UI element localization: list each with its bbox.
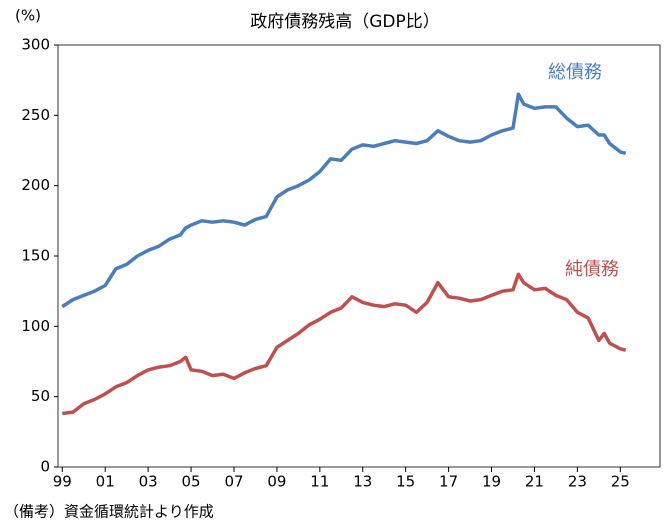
x-tick-label: 01 (96, 473, 115, 491)
series-line (62, 272, 627, 416)
x-tick-label: 07 (224, 473, 243, 491)
x-tick-label: 09 (267, 473, 286, 491)
y-tick-label: 250 (21, 106, 50, 124)
series-label: 総債務 (548, 62, 602, 83)
x-tick-label: 21 (525, 473, 544, 491)
x-tick-label: 13 (353, 473, 372, 491)
x-tick-label: 05 (182, 473, 201, 491)
chart-title: 政府債務残高（GDP比） (250, 12, 440, 32)
y-tick-label: 150 (21, 247, 50, 265)
x-tick-label: 19 (482, 473, 501, 491)
y-tick-label: 300 (21, 36, 50, 54)
x-tick-label: 25 (611, 473, 630, 491)
y-tick-label: 200 (21, 176, 50, 194)
x-tick-label: 11 (310, 473, 329, 491)
x-tick-label: 03 (139, 473, 158, 491)
plot-frame (57, 44, 661, 468)
x-tick-label: 17 (439, 473, 458, 491)
y-tick-label: 0 (40, 458, 50, 476)
x-tick-label: 23 (568, 473, 587, 491)
x-tick-label: 99 (53, 473, 72, 491)
y-tick-label: 100 (21, 317, 50, 335)
y-tick-label: 50 (31, 387, 50, 405)
note: （備考）資金循環統計より作成 (4, 503, 214, 521)
y-axis-label: (%) (15, 7, 41, 25)
x-tick-label: 15 (396, 473, 415, 491)
series-label: 純債務 (565, 259, 619, 280)
series-line (61, 92, 627, 309)
